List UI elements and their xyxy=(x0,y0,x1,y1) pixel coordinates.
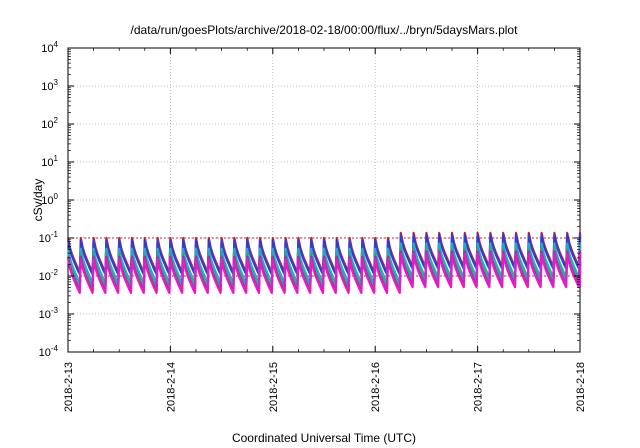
y-tick-label: 10-3 xyxy=(39,306,59,321)
y-axis: 10-4 10-3 10-2 10-1 100 101 102 103 104 xyxy=(39,40,580,359)
y-tick-label: 101 xyxy=(41,154,58,169)
x-axis-label: Coordinated Universal Time (UTC) xyxy=(232,431,416,445)
data-series-line xyxy=(66,252,582,294)
x-tick-label: 2018-2-18 xyxy=(575,362,587,412)
series-layer xyxy=(66,231,582,294)
x-tick-label: 2018-2-14 xyxy=(165,362,177,412)
y-tick-label: 10-1 xyxy=(39,230,59,245)
x-tick-label: 2018-2-13 xyxy=(63,362,75,412)
y-tick-label: 10-4 xyxy=(39,344,59,359)
y-axis-label: cSv/day xyxy=(31,179,45,222)
y-tick-label: 104 xyxy=(41,40,58,55)
x-tick-label: 2018-2-17 xyxy=(473,362,485,412)
y-tick-label: 10-2 xyxy=(39,268,59,283)
x-tick-label: 2018-2-16 xyxy=(370,362,382,412)
y-tick-label: 102 xyxy=(41,116,58,131)
y-tick-label: 100 xyxy=(41,192,58,207)
chart-title: /data/run/goesPlots/archive/2018-02-18/0… xyxy=(131,23,519,37)
x-axis: 2018-2-13 2018-2-14 2018-2-15 2018-2-16 2018… xyxy=(63,48,587,412)
x-tick-label: 2018-2-15 xyxy=(268,362,280,412)
grid xyxy=(68,48,580,352)
y-tick-label: 103 xyxy=(41,78,58,93)
